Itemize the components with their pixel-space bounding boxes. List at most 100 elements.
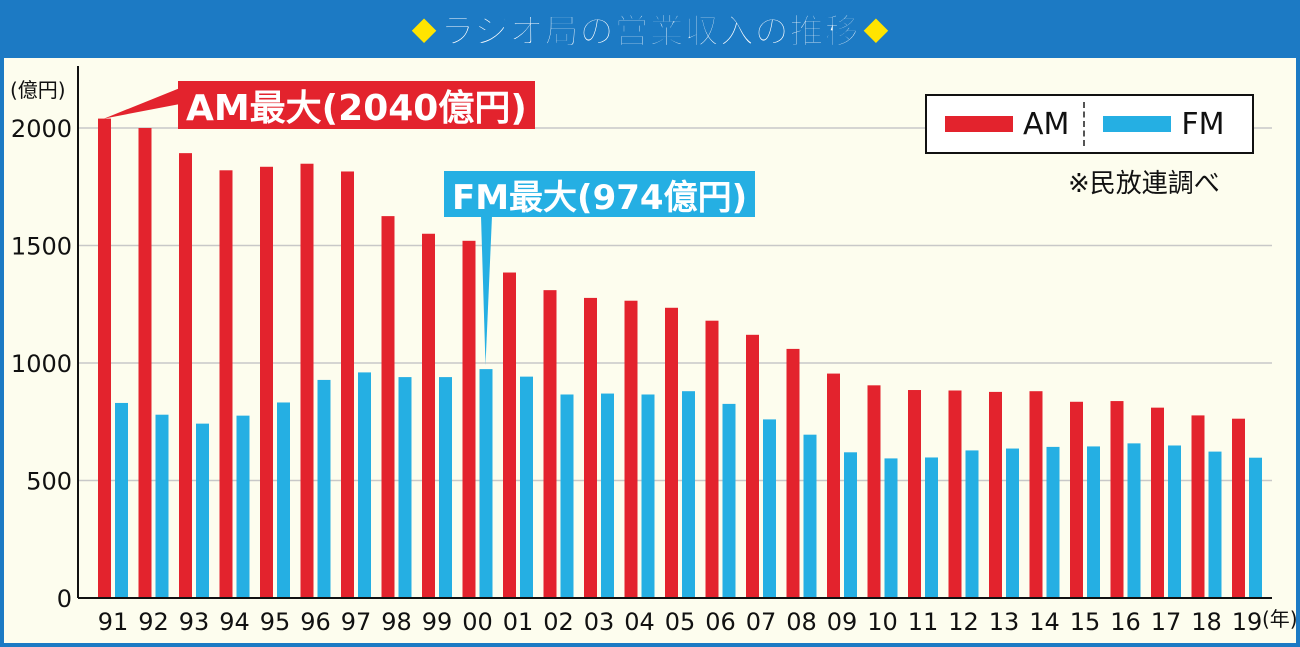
x-tick-label-04: 04 [624,608,655,636]
bar-fm-16 [1127,443,1141,598]
bar-am-10 [867,385,881,598]
bar-am-15 [1070,401,1083,598]
bar-am-16 [1110,401,1124,598]
bar-fm-91 [115,402,128,598]
x-tick-label-97: 97 [341,608,372,636]
bar-am-08 [786,348,800,598]
bar-am-03 [584,297,597,598]
bar-am-17 [1151,407,1164,598]
y-tick-label-500: 500 [26,468,72,496]
bar-fm-95 [277,402,290,598]
x-tick-label-07: 07 [746,608,777,636]
bar-fm-10 [884,458,898,598]
x-tick-label-17: 17 [1151,608,1182,636]
bar-fm-18 [1208,451,1222,598]
y-tick-label-1000: 1000 [11,350,72,378]
x-tick-label-99: 99 [422,608,453,636]
bar-am-99 [422,233,435,598]
y-tick-label-2000: 2000 [11,115,72,143]
bar-fm-11 [925,457,938,598]
bar-fm-19 [1249,457,1262,598]
bar-am-01 [503,272,516,598]
bar-am-19 [1232,418,1245,598]
x-tick-label-16: 16 [1110,608,1141,636]
bar-am-94 [219,170,233,599]
bar-am-11 [908,390,921,598]
bar-fm-00 [479,369,493,598]
bar-am-12 [948,390,962,598]
legend-swatch-am [945,116,1013,132]
x-unit-label: (年) [1262,607,1298,631]
bar-am-92 [138,128,152,598]
x-tick-label-01: 01 [503,608,534,636]
x-tick-label-09: 09 [827,608,858,636]
x-tick-label-94: 94 [219,608,250,636]
legend-label-am: AM [1023,106,1070,142]
bar-fm-15 [1087,446,1100,598]
x-tick-label-12: 12 [948,608,979,636]
chart-title: ラジオ局の営業収入の推移 [440,11,860,52]
bar-am-96 [300,163,314,598]
bar-fm-05 [682,391,695,598]
bar-am-04 [624,300,638,598]
x-tick-label-95: 95 [260,608,291,636]
x-tick-label-98: 98 [381,608,412,636]
x-tick-label-92: 92 [138,608,169,636]
bar-fm-99 [439,377,452,598]
x-tick-label-06: 06 [705,608,736,636]
legend-divider [1083,102,1086,146]
title-bar: ◆ ラジオ局の営業収入の推移 ◆ [0,0,1300,56]
bar-am-00 [462,240,476,599]
bar-fm-06 [722,403,736,598]
bar-am-18 [1191,415,1205,598]
source-note: ※民放連調べ [1068,169,1220,199]
bar-am-95 [260,166,273,598]
y-unit-label: (億円) [10,78,66,102]
bars [98,118,1262,599]
bar-fm-13 [1006,448,1019,598]
x-tick-label-19: 19 [1232,608,1263,636]
bar-fm-03 [601,393,614,598]
bar-am-05 [665,307,678,598]
bar-fm-98 [398,377,412,598]
bar-fm-93 [196,423,209,598]
title-diamond-left: ◆ [411,9,437,47]
x-tick-label-10: 10 [867,608,898,636]
bar-am-06 [705,320,719,598]
callout-fm-max: FM最大(974億円) [444,171,756,218]
bar-fm-07 [763,419,776,598]
callout-pointers [104,88,492,366]
legend-item-am: AM [927,107,1069,142]
y-tick-label-0: 0 [57,585,72,613]
bar-fm-12 [965,450,979,598]
title-diamond-right: ◆ [863,9,889,47]
legend-swatch-fm [1103,116,1172,132]
x-tick-label-03: 03 [584,608,615,636]
bar-am-98 [381,216,395,598]
bar-am-93 [179,153,192,598]
x-tick-label-05: 05 [665,608,696,636]
x-tick-label-11: 11 [908,608,939,636]
callout-pointer-am [104,88,180,119]
x-tick-label-08: 08 [786,608,817,636]
x-tick-label-14: 14 [1029,608,1060,636]
x-tick-label-00: 00 [462,608,493,636]
bar-am-97 [341,171,354,598]
bar-fm-08 [803,434,817,598]
bar-am-09 [827,373,840,598]
bar-fm-04 [641,394,655,598]
callout-am-max: AM最大(2040億円) [178,81,535,129]
bar-am-91 [98,118,111,598]
bar-fm-94 [236,415,250,598]
bar-fm-02 [560,394,574,598]
bar-fm-96 [317,379,331,598]
legend: AM FM [925,94,1254,154]
callout-pointer-fm [481,216,492,366]
x-tick-label-93: 93 [179,608,210,636]
x-tick-label-96: 96 [300,608,331,636]
y-tick-label-1500: 1500 [11,233,72,261]
bar-fm-17 [1168,445,1181,598]
legend-item-fm: FM [1085,107,1225,142]
x-tick-label-02: 02 [543,608,574,636]
